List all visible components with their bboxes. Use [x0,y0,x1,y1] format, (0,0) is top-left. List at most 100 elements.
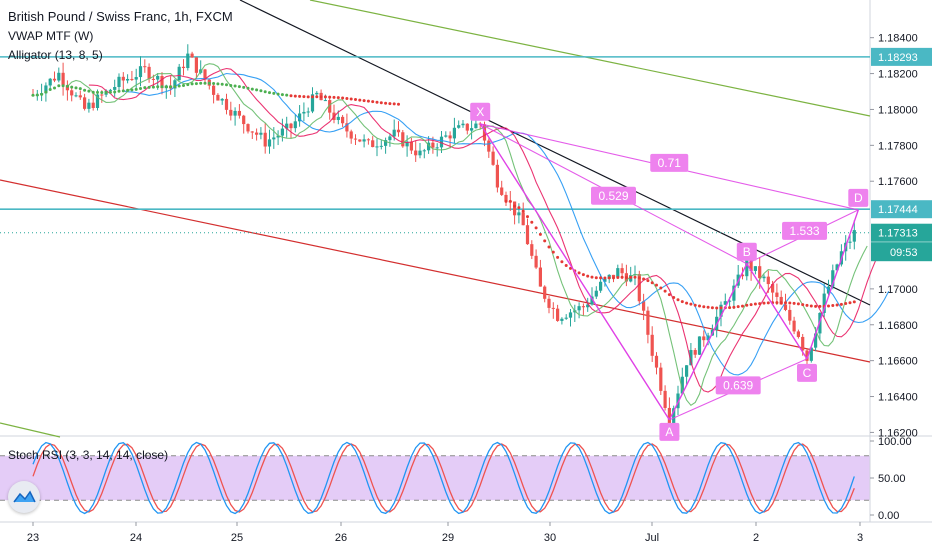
vwap-dot [801,303,805,307]
vwap-dot [126,88,130,92]
vwap-dot [384,101,388,105]
candle-up [427,142,431,151]
candle-up [435,147,439,149]
candle-down [758,266,762,279]
vwap-dot [392,102,396,106]
vwap-dot [397,102,400,106]
tradingview-logo-icon[interactable] [8,481,40,513]
vwap-dot [590,275,594,279]
pattern-leg [479,123,670,421]
vwap-dots-group [31,81,856,310]
vwap-dot [655,283,658,287]
candle-down [788,309,792,321]
price-tag-last-price: 1.17313 [871,223,932,242]
candle-down [263,132,267,147]
candle-down [242,115,246,125]
candle-up [108,89,112,91]
candle-down [61,72,65,86]
harmonic-pattern: X A B C D 0.71 0.529 1.533 0.639 [470,102,869,441]
candle-down [650,334,654,356]
vwap-dot [44,90,48,94]
vwap-dot [156,85,160,89]
vwap-dot [736,305,740,309]
candle-up [560,318,564,321]
candle-down [521,212,525,226]
candle-down [749,260,753,271]
vwap-dot [779,301,783,305]
candle-up [126,78,130,81]
vwap-dot [710,306,714,310]
vwap-dot [564,264,568,268]
alligator-legend[interactable]: Alligator (13, 8, 5) [8,48,103,62]
price-tag-box [871,47,932,66]
pattern-point-c: C [797,363,817,382]
candle-up [697,336,702,355]
vwap-dot [715,306,719,310]
vwap-dot [151,85,155,89]
vwap-dot [547,245,551,249]
candle-up [732,285,736,301]
vwap-dot [835,303,839,307]
vwap-dot [164,85,168,89]
vwap-dot [336,96,340,100]
vwap-dot [246,86,250,90]
pattern-ratio-label: 0.71 [650,153,689,172]
vwap-dot [91,90,95,94]
candle-up [680,376,684,394]
pattern-ratio-box [782,221,828,240]
vwap-dot [831,304,835,308]
price-tick-label: 1.18400 [878,33,918,45]
candle-up [685,365,689,377]
vwap-dot [319,95,323,99]
candle-down [371,140,375,148]
candle-down [482,124,487,141]
candle-down [801,336,805,351]
stoch-rsi-legend[interactable]: Stoch RSI (3, 3, 14, 14, close) [8,448,169,462]
pattern-point-label: C [803,366,812,380]
candle-up [762,276,766,279]
candle-down [147,66,151,79]
black-trendline [239,0,871,306]
candle-down [100,94,104,96]
vwap-dot [624,275,628,279]
candle-up [57,72,61,81]
candle-up [48,78,52,86]
vwap-dot [225,83,228,87]
vwap-dot [560,260,564,264]
candle-up [835,264,839,271]
vwap-dot [594,276,598,280]
vwap-dot [371,100,375,104]
vwap-dot [212,82,216,86]
price-tick-label: 1.18200 [878,69,918,81]
candle-down [547,298,551,308]
price-tag-box [871,223,932,242]
vwap-dot [272,91,276,95]
candle-down [796,331,800,337]
vwap-dot [349,97,353,101]
candle-up [405,141,409,147]
candle-up [452,127,456,139]
vwap-dot [680,300,684,304]
candle-down [448,135,452,139]
price-tick-label: 1.18000 [878,104,918,116]
candle-up [379,145,383,147]
candle-up [117,76,121,88]
candle-up [461,123,465,126]
candle-down [65,85,69,91]
vwap-dot [667,293,671,297]
vwap-dot [259,89,263,93]
candle-up [745,260,749,277]
candle-up [362,139,366,142]
candle-down [78,95,82,98]
pattern-ratio-text: 0.639 [723,378,753,392]
candle-down [229,109,233,116]
countdown-tag: 09:53 [871,243,932,262]
vwap-dot [753,302,757,306]
green-trendline-lower [0,422,61,438]
time-tick-label: 25 [231,532,243,544]
candle-down [212,85,216,95]
candle-up [439,136,444,148]
vwap-legend[interactable]: VWAP MTF (W) [8,29,94,43]
countdown-text: 09:53 [890,247,918,259]
